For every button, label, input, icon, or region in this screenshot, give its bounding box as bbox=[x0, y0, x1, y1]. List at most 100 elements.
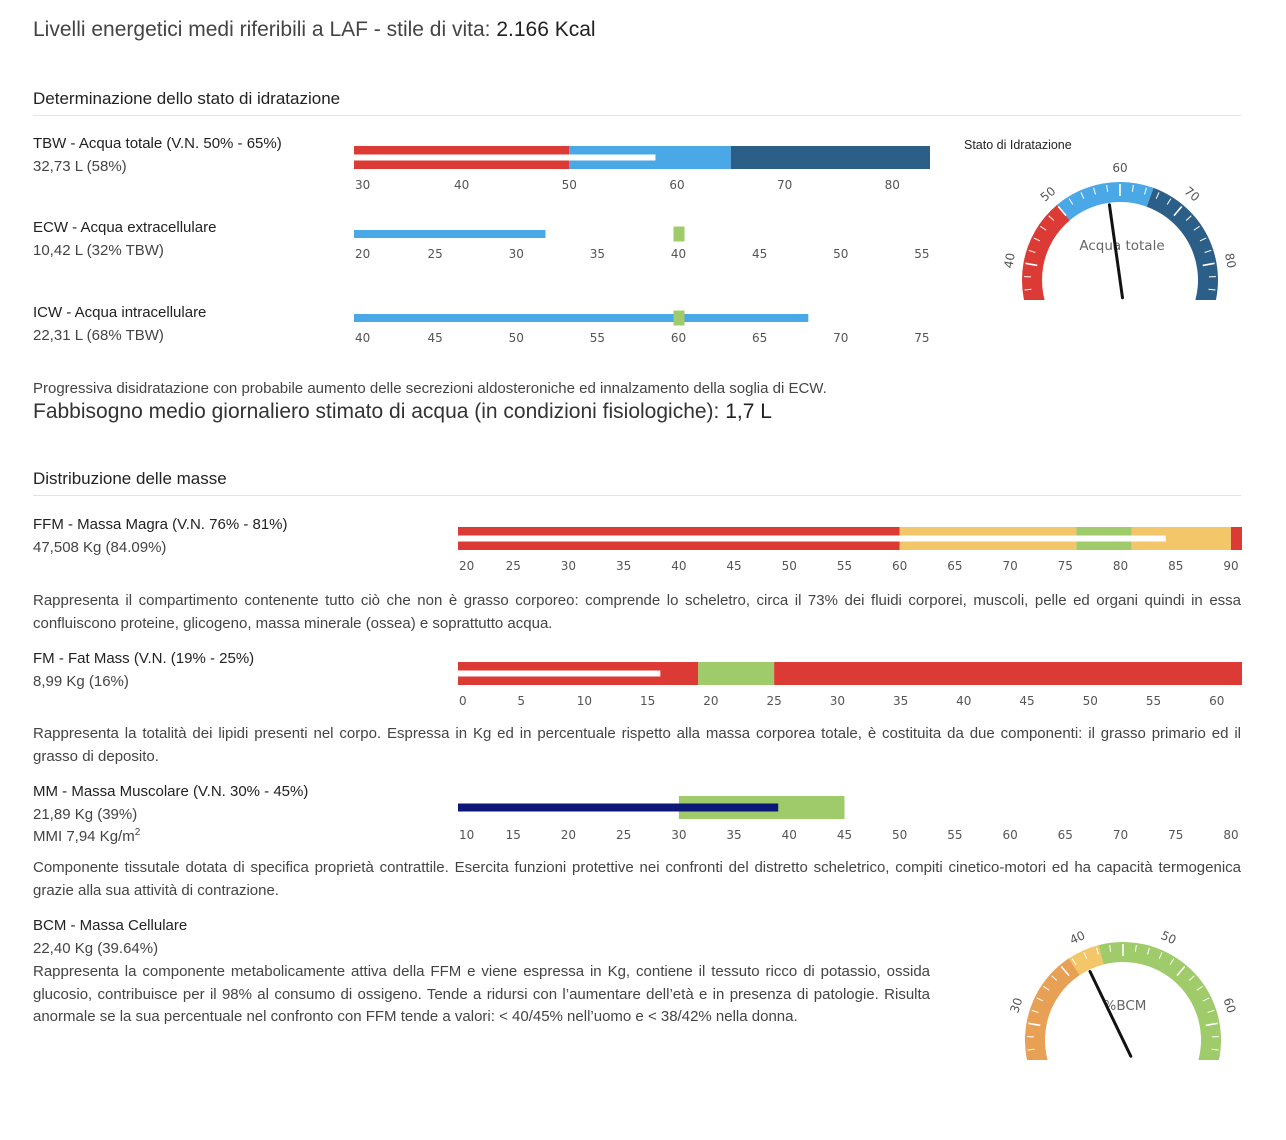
water-need-label: Fabbisogno medio giornaliero stimato di … bbox=[33, 400, 726, 423]
ecw-tick-label: 45 bbox=[752, 247, 767, 261]
hydration-section-title: Determinazione dello stato di idratazion… bbox=[33, 89, 341, 108]
ffm-bullet-chart: 20 25 30 35 40 45 50 55 60 65 70 75 80 85 90 bbox=[458, 527, 1242, 573]
icw-tick-label: 60 bbox=[671, 331, 686, 345]
ecw-value: 10,42 L (32% TBW) bbox=[33, 242, 164, 259]
tbw-tick-label: 30 bbox=[355, 178, 370, 192]
masses-section-title: Distribuzione delle masse bbox=[33, 469, 227, 488]
icw-value-bar bbox=[354, 314, 809, 322]
mm-tick-label: 15 bbox=[506, 828, 521, 842]
fm-description: Rappresenta la totalità dei lipidi prese… bbox=[33, 725, 1241, 765]
icw-tick-label: 65 bbox=[752, 331, 767, 345]
gauge-hydration-tick-mark bbox=[1048, 215, 1055, 221]
fm-value: 8,99 Kg (16%) bbox=[33, 673, 129, 690]
gauge-hydration-band-2 bbox=[1146, 187, 1218, 300]
gauge-bcm-tick-mark bbox=[1202, 997, 1210, 1002]
fm-tick-label: 0 bbox=[459, 694, 467, 708]
gauge-hydration-tick-mark bbox=[1199, 237, 1207, 242]
gauge-hydration-needle bbox=[1107, 203, 1125, 300]
icw-label: ICW - Acqua intracellulare bbox=[33, 304, 207, 321]
mm-tick-label: 65 bbox=[1058, 828, 1073, 842]
bcm-gauge: 203040506070%BCM bbox=[1007, 928, 1239, 1060]
icw-value: 22,31 L (68% TBW) bbox=[33, 327, 164, 344]
gauge-hydration-tick-label: 50 bbox=[1038, 184, 1059, 205]
fm-band-1 bbox=[698, 662, 775, 685]
energy-header: Livelli energetici medi riferibili a LAF… bbox=[33, 18, 596, 42]
tbw-tick-label: 70 bbox=[777, 178, 792, 192]
mmi-text: MMI 7,94 Kg/m bbox=[33, 828, 135, 845]
fm-bullet-chart: 0 5 10 15 20 25 30 35 40 45 50 55 60 bbox=[458, 662, 1242, 708]
fm-tick-label: 45 bbox=[1019, 694, 1034, 708]
fm-tick-label: 30 bbox=[830, 694, 845, 708]
ffm-band-4 bbox=[1230, 527, 1242, 550]
gauge-hydration-tick-mark bbox=[1040, 225, 1047, 231]
gauge-bcm-tick-mark bbox=[1147, 947, 1150, 955]
mmi-exponent: 2 bbox=[134, 827, 141, 838]
gauge-bcm-tick-mark bbox=[1134, 944, 1137, 952]
ecw-target-marker bbox=[673, 226, 685, 242]
tbw-band-2 bbox=[730, 146, 930, 169]
fm-tick-label: 40 bbox=[956, 694, 971, 708]
gauge-bcm-tick-mark bbox=[1207, 1009, 1215, 1013]
gauge-hydration-tick-mark bbox=[1155, 192, 1160, 199]
mm-tick-label: 80 bbox=[1223, 828, 1238, 842]
energy-header-value: 2.166 Kcal bbox=[496, 18, 596, 41]
tbw-tick-label: 40 bbox=[454, 178, 469, 192]
ffm-tick-label: 80 bbox=[1113, 559, 1128, 573]
ffm-band-3 bbox=[1131, 527, 1231, 550]
tbw-tick-label: 80 bbox=[885, 178, 900, 192]
tbw-value-bar bbox=[354, 154, 656, 161]
ffm-tick-label: 45 bbox=[726, 559, 741, 573]
gauge-bcm-tick-mark bbox=[1158, 952, 1163, 959]
gauge-bcm-tick-mark bbox=[1205, 1022, 1218, 1027]
ffm-tick-label: 25 bbox=[506, 559, 521, 573]
gauge-hydration-tick-mark bbox=[1093, 187, 1096, 195]
fm-tick-label: 35 bbox=[893, 694, 908, 708]
gauge-bcm-tick-mark bbox=[1109, 944, 1112, 952]
ecw-value-bar bbox=[354, 230, 546, 238]
gauge-bcm-tick-mark bbox=[1071, 958, 1077, 965]
ffm-tick-label: 90 bbox=[1223, 559, 1238, 573]
gauge-bcm-tick-mark bbox=[1031, 1009, 1039, 1013]
fm-tick-label: 15 bbox=[640, 694, 655, 708]
icw-tick-label: 75 bbox=[914, 331, 929, 345]
ecw-tick-label: 25 bbox=[427, 247, 442, 261]
ffm-tick-label: 30 bbox=[561, 559, 576, 573]
gauge-bcm-tick-mark bbox=[1188, 975, 1195, 981]
gauge-bcm-needle bbox=[1088, 970, 1133, 1058]
gauge-bcm-tick-mark bbox=[1043, 985, 1050, 991]
ffm-tick-label: 70 bbox=[1002, 559, 1017, 573]
mm-bullet-chart: 10 15 20 25 30 35 40 45 50 55 60 65 70 75 80 bbox=[458, 796, 1239, 842]
mm-value: 21,89 Kg (39%) bbox=[33, 806, 138, 823]
gauge-hydration-tick-mark bbox=[1208, 288, 1216, 291]
gauge-hydration-tick-mark bbox=[1025, 262, 1038, 267]
ffm-description: Rappresenta il compartimento contenente … bbox=[33, 592, 1241, 632]
icw-bullet-chart: 40 45 50 55 60 65 70 75 bbox=[354, 310, 930, 345]
gauge-bcm-tick-mark bbox=[1051, 975, 1058, 981]
gauge-hydration-tick-mark bbox=[1028, 249, 1036, 253]
ffm-tick-label: 55 bbox=[837, 559, 852, 573]
gauge-hydration-tick-label: 80 bbox=[1222, 252, 1238, 269]
gauge-bcm-tick-mark bbox=[1176, 965, 1186, 977]
fm-band-2 bbox=[774, 662, 1242, 685]
bcm-description: Rappresenta la componente metabolicament… bbox=[33, 963, 930, 1025]
mm-tick-label: 20 bbox=[561, 828, 576, 842]
mm-value-bar bbox=[458, 803, 779, 812]
gauge-bcm-tick-mark bbox=[1169, 958, 1175, 965]
icw-tick-label: 70 bbox=[833, 331, 848, 345]
ffm-tick-label: 60 bbox=[892, 559, 907, 573]
ecw-tick-label: 40 bbox=[671, 247, 686, 261]
gauge-bcm-tick-mark bbox=[1060, 965, 1070, 977]
gauge-hydration-tick-mark bbox=[1106, 184, 1109, 192]
gauge-bcm-tick-mark bbox=[1036, 997, 1044, 1002]
gauge-bcm-band-0 bbox=[1025, 958, 1080, 1060]
mm-tick-label: 70 bbox=[1113, 828, 1128, 842]
gauge-hydration-tick-mark bbox=[1173, 205, 1183, 217]
ecw-tick-label: 35 bbox=[590, 247, 605, 261]
gauge-hydration-tick-mark bbox=[1144, 187, 1147, 195]
gauge-hydration-tick-mark bbox=[1204, 249, 1212, 253]
water-need-value: 1,7 L bbox=[725, 400, 772, 423]
gauge-bcm-band-1 bbox=[1068, 945, 1104, 976]
ecw-tick-label: 50 bbox=[833, 247, 848, 261]
bcm-value: 22,40 Kg (39.64%) bbox=[33, 940, 159, 957]
fm-label: FM - Fat Mass (V.N. (19% - 25%) bbox=[33, 650, 255, 667]
